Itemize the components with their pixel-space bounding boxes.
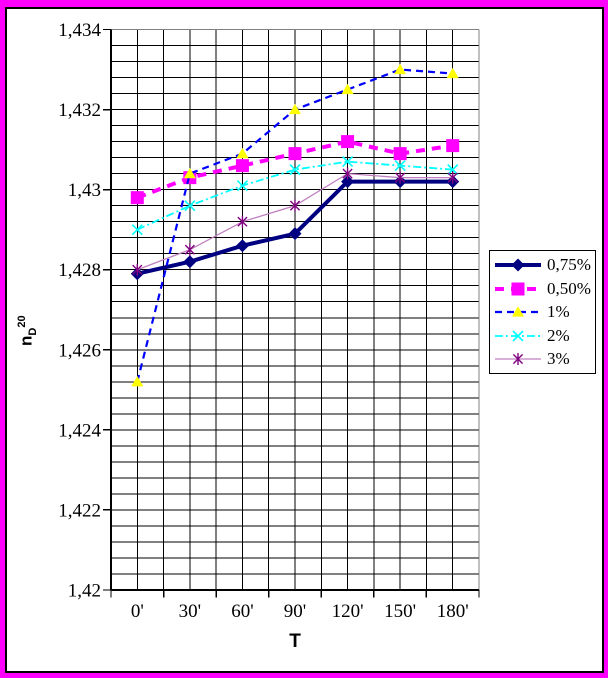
y-tick-label: 1,42 (68, 581, 101, 602)
x-tick-label: 90' (284, 601, 306, 622)
legend-item-3%: 3% (494, 347, 595, 371)
legend-item-0,50%: 0,50% (494, 277, 595, 301)
triangle-marker-icon (183, 167, 196, 179)
x-marker-icon (342, 156, 354, 168)
legend-label: 0,75% (547, 255, 591, 274)
diamond-marker-icon (183, 255, 197, 269)
x-marker-icon (131, 224, 143, 236)
x-tick-label: 30' (179, 601, 201, 622)
y-tick-label: 1,426 (58, 340, 101, 361)
x-tick-label: 60' (231, 601, 253, 622)
x-marker-icon (447, 164, 459, 176)
asterisk-marker-icon (289, 199, 301, 212)
x-marker-icon (236, 180, 248, 192)
legend-item-2%: 2% (494, 324, 595, 348)
y-tick-label: 1,422 (58, 500, 101, 521)
x-tick-label: 180' (437, 601, 469, 622)
triangle-marker-icon (341, 83, 354, 95)
legend-item-0,75%: 0,75% (494, 253, 595, 277)
square-marker-icon (130, 191, 144, 205)
asterisk-marker-icon (184, 243, 195, 256)
legend-key-2% (495, 329, 541, 342)
y-tick-label: 1,432 (58, 100, 101, 121)
y-tick-label: 1,434 (58, 20, 101, 41)
asterisk-marker-icon (342, 167, 353, 180)
diamond-marker-icon (511, 258, 525, 272)
legend-label: 0,50% (547, 278, 591, 298)
asterisk-marker-icon (237, 215, 248, 228)
asterisk-marker-icon (395, 171, 406, 184)
legend-item-1%: 1% (494, 300, 595, 324)
square-marker-icon (341, 135, 355, 149)
y-tick-label: 1,43 (68, 180, 101, 201)
x-marker-icon (512, 329, 524, 342)
legend-key-1% (495, 306, 541, 317)
x-axis-title: T (289, 631, 301, 652)
y-tick-label: 1,428 (58, 260, 101, 281)
legend-label: 1% (547, 302, 570, 321)
legend-key-3% (495, 353, 541, 365)
square-marker-icon (446, 139, 460, 153)
square-marker-icon (393, 147, 407, 161)
y-axis-title-sup: 20 (16, 315, 28, 328)
diamond-marker-icon (235, 239, 249, 253)
x-marker-icon (394, 160, 406, 172)
y-axis-title-base: n (16, 335, 36, 346)
square-marker-icon (235, 159, 249, 173)
square-marker-icon (511, 282, 525, 295)
y-tick-label: 1,424 (58, 420, 101, 441)
x-tick-label: 150' (384, 601, 416, 622)
legend-label: 3% (547, 349, 570, 368)
x-tick-label: 120' (332, 601, 364, 622)
legend-label: 2% (547, 325, 570, 345)
legend-key-0,75% (495, 258, 541, 272)
y-axis-title-sub: D (27, 327, 40, 336)
square-marker-icon (288, 147, 302, 161)
triangle-marker-icon (236, 147, 249, 159)
x-marker-icon (289, 164, 301, 176)
triangle-marker-icon (394, 63, 407, 75)
legend-key-0,50% (495, 282, 541, 295)
asterisk-marker-icon (447, 171, 458, 184)
legend-box: 0,75% 0,50% 1% 2% 3% (489, 250, 596, 374)
triangle-marker-icon (289, 103, 301, 115)
diamond-marker-icon (288, 227, 302, 241)
x-tick-label: 0' (131, 601, 144, 622)
asterisk-marker-icon (132, 263, 143, 276)
triangle-marker-icon (446, 67, 459, 79)
x-marker-icon (184, 200, 196, 212)
triangle-marker-icon (512, 306, 524, 317)
asterisk-marker-icon (512, 353, 524, 365)
diamond-marker-icon (341, 175, 355, 189)
triangle-marker-icon (131, 376, 144, 387)
y-axis-title: nD20 (16, 315, 39, 346)
